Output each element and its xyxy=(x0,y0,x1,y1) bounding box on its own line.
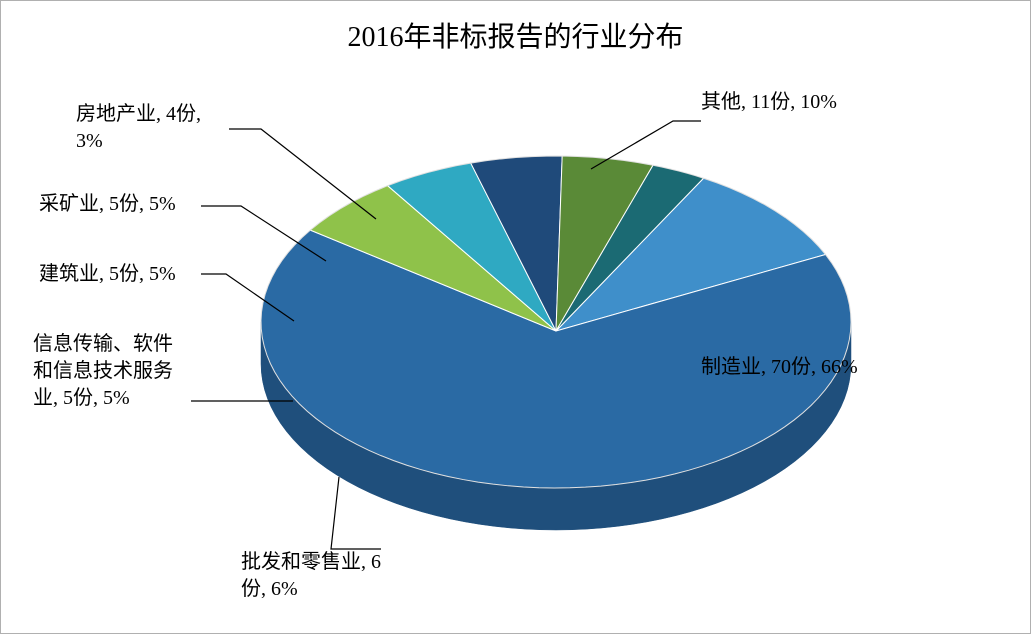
label-manufacturing: 制造业, 70份, 66% xyxy=(701,354,858,381)
label-mining: 采矿业, 5份, 5% xyxy=(39,191,176,218)
chart-frame: 2016年非标报告的行业分布 其他, 11份, 10%制造业, 70份, 66%… xyxy=(0,0,1031,634)
label-other: 其他, 11份, 10% xyxy=(701,89,837,116)
label-construction: 建筑业, 5份, 5% xyxy=(39,261,176,288)
label-wholesale_retail: 批发和零售业, 6 份, 6% xyxy=(241,549,381,603)
label-it_services: 信息传输、软件 和信息技术服务 业, 5份, 5% xyxy=(33,331,173,412)
pie-chart-svg xyxy=(1,1,1031,635)
label-real_estate: 房地产业, 4份, 3% xyxy=(76,101,201,155)
